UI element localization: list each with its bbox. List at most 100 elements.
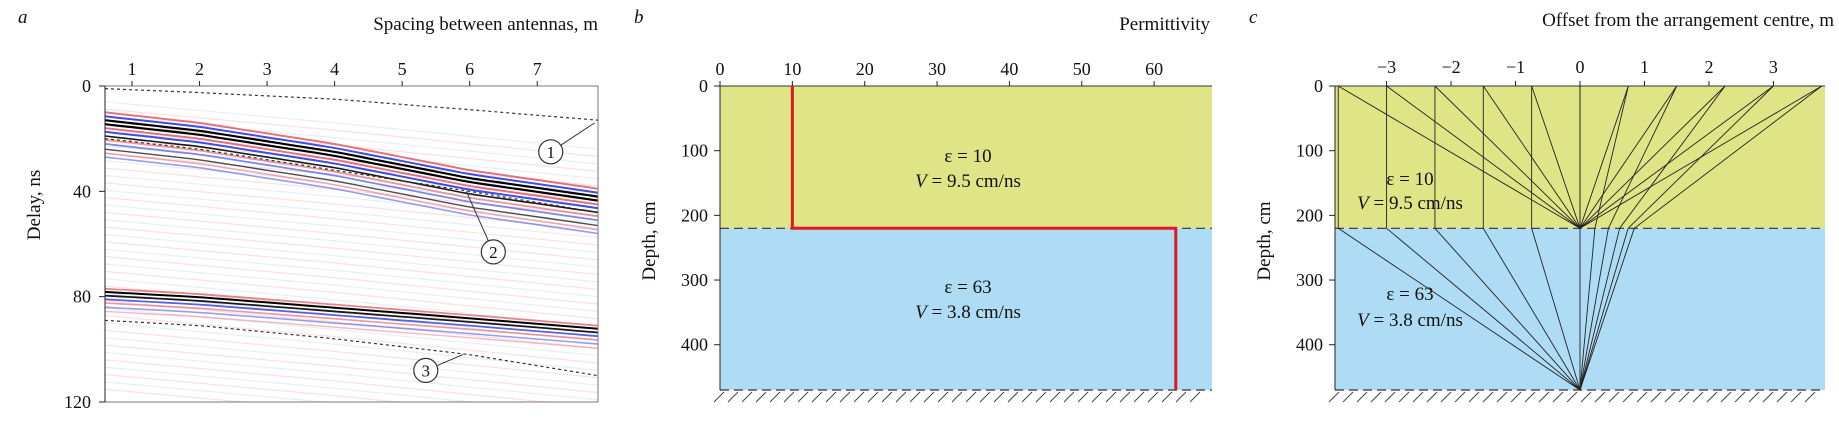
hatch-mark xyxy=(1678,391,1690,403)
hatch-mark xyxy=(839,391,851,403)
panel-c-lower-velocity: V = 3.8 cm/ns xyxy=(1357,310,1463,331)
callout-circle xyxy=(538,139,564,165)
ray-lower-bottom xyxy=(1579,228,1621,391)
reflection-trace xyxy=(105,306,598,345)
hatch-mark xyxy=(797,391,809,403)
y-tick-label: 400 xyxy=(1296,335,1323,355)
callout-label: 1 xyxy=(546,143,555,162)
hatch-mark xyxy=(1720,391,1732,403)
callout-label: 2 xyxy=(489,243,498,262)
panel-b-upper-eps: ε = 10 xyxy=(944,146,991,167)
x-tick-label: 60 xyxy=(1145,59,1163,79)
ray-lower-top xyxy=(1627,85,1774,229)
panel-b-lower-eps: ε = 63 xyxy=(944,277,991,298)
y-tick-label: 40 xyxy=(73,181,91,201)
reflection-trace xyxy=(105,152,598,231)
hatch-mark xyxy=(1384,391,1396,403)
hatch-mark xyxy=(965,391,977,403)
callout-circle xyxy=(413,357,439,383)
x-tick-label: 1 xyxy=(128,59,137,79)
hatch-mark xyxy=(1133,391,1145,403)
reflection-trace xyxy=(105,143,598,222)
reflection-trace xyxy=(105,310,598,349)
hatch-mark xyxy=(979,391,991,403)
ray-lower-top xyxy=(1633,85,1823,229)
x-tick-label: 2 xyxy=(1704,57,1713,77)
hatch-mark xyxy=(1538,391,1550,403)
hatch-mark xyxy=(1650,391,1662,403)
background-band xyxy=(105,366,478,402)
hatch-mark xyxy=(923,391,935,403)
background-band xyxy=(105,322,598,371)
panel-c-x-axis-title: Offset from the arrangement centre, m xyxy=(1542,10,1834,31)
panel-b-letter: b xyxy=(634,7,644,28)
hatch-mark xyxy=(1035,391,1047,403)
panel-a-radargram xyxy=(105,101,598,402)
ray-lower-top xyxy=(1619,85,1726,229)
panel-b-layers xyxy=(713,85,1212,403)
reflection-trace xyxy=(105,115,598,194)
background-band xyxy=(105,381,331,402)
background-band xyxy=(105,337,598,386)
hatch-mark xyxy=(1105,391,1117,403)
reflection-trace xyxy=(105,302,598,341)
ray-upper xyxy=(1579,85,1629,229)
reflection-trace xyxy=(105,294,598,334)
y-tick-label: 200 xyxy=(681,205,708,225)
reflection-trace xyxy=(105,119,598,198)
panel-a-axes: 1 2 3 4 5 6 7 0 40 80 120 xyxy=(64,59,542,412)
x-tick-label: 3 xyxy=(263,59,272,79)
ray-lower-bottom xyxy=(1579,228,1609,391)
reflection-trace xyxy=(105,139,598,218)
hatch-mark xyxy=(727,391,739,403)
ray-upper xyxy=(1337,85,1581,229)
ray-upper xyxy=(1434,85,1581,229)
panel-c-layers xyxy=(1328,85,1825,403)
hatch-mark xyxy=(1440,391,1452,403)
hatch-mark xyxy=(853,391,865,403)
hatch-mark xyxy=(993,391,1005,403)
ray-lower-bottom xyxy=(1531,228,1581,391)
hatch-mark xyxy=(1412,391,1424,403)
y-tick-label: 120 xyxy=(64,392,91,412)
hatch-mark xyxy=(1021,391,1033,403)
background-band xyxy=(105,270,598,320)
background-band xyxy=(105,374,404,402)
hatch-mark xyxy=(1077,391,1089,403)
reflection-trace xyxy=(105,148,598,227)
panel-b-x-axis-title: Permittivity xyxy=(1119,14,1210,35)
background-band xyxy=(105,307,598,357)
hatch-mark xyxy=(909,391,921,403)
y-tick-label: 300 xyxy=(1296,270,1323,290)
background-band xyxy=(105,256,598,305)
hatch-mark xyxy=(1552,391,1564,403)
background-band xyxy=(105,115,598,165)
y-tick-label: 400 xyxy=(681,335,708,355)
ray-lower-top xyxy=(1607,85,1678,229)
hatch-mark xyxy=(1189,391,1201,403)
callout-label: 3 xyxy=(422,361,431,380)
dashed-curve-2 xyxy=(104,138,599,213)
hatch-mark xyxy=(1664,391,1676,403)
hatch-mark xyxy=(1734,391,1746,403)
ray-lower-bottom xyxy=(1482,228,1581,391)
panel-a-letter: a xyxy=(18,7,28,28)
panel-b-upper-velocity: V = 9.5 cm/ns xyxy=(915,171,1021,192)
hatch-mark xyxy=(1161,391,1173,403)
dashed-curve-3 xyxy=(104,319,599,377)
hatch-mark xyxy=(1790,391,1802,403)
panel-b-axes: 0 10 20 30 40 50 60 0 100 200 300 400 xyxy=(681,59,1163,390)
hatch-mark xyxy=(713,391,725,403)
ray-lower-bottom xyxy=(1434,227,1581,391)
hatch-mark xyxy=(1147,391,1159,403)
reflection-trace xyxy=(105,123,598,202)
background-band xyxy=(105,174,598,224)
hatch-mark xyxy=(1622,391,1634,403)
ray-lower-bottom xyxy=(1579,228,1596,391)
panel-c-axes: −3 −2 −1 0 1 2 3 0 100 200 300 400 xyxy=(1296,57,1778,390)
hatch-mark xyxy=(1762,391,1774,403)
callout-circle xyxy=(480,239,506,265)
background-band xyxy=(105,197,598,246)
hatch-mark xyxy=(811,391,823,403)
